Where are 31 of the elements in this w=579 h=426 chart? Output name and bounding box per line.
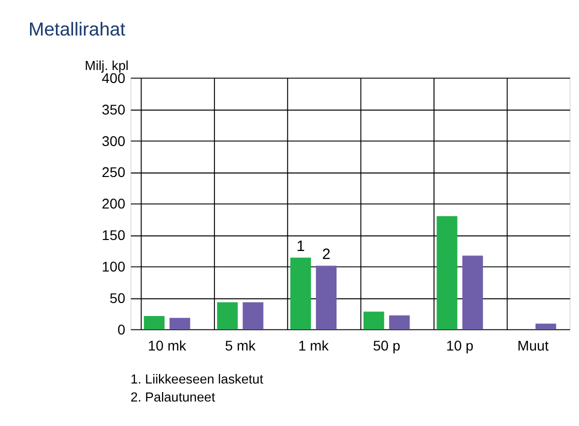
y-tick-label: 350: [102, 101, 126, 118]
y-tick-label: 50: [110, 290, 126, 306]
x-tick-label: 10 mk: [148, 337, 188, 354]
x-tick-label: Muut: [517, 337, 549, 354]
bar: [217, 302, 238, 330]
chart-title: Metallirahat: [28, 18, 126, 40]
y-tick-label: 250: [102, 164, 126, 180]
y-tick-label: 0: [117, 321, 126, 338]
bar: [242, 302, 264, 330]
text: 2. Palautuneet: [130, 390, 216, 404]
bar: [170, 318, 190, 330]
bar: [316, 266, 337, 330]
bar: [462, 256, 483, 330]
bar: [363, 312, 384, 330]
bar: [144, 316, 165, 330]
y-tick-label: 100: [102, 258, 126, 275]
bar: [536, 324, 556, 330]
x-tick-label: 5 mk: [224, 337, 256, 354]
bar: [436, 216, 458, 330]
x-tick-label: 10 p: [446, 337, 474, 354]
x-tick-label: 1 mk: [298, 337, 330, 354]
y-axis-title: Milj. kpl: [84, 58, 129, 74]
y-tick-label: 300: [102, 132, 126, 149]
bar: [389, 315, 410, 330]
text: 1. Liikkeeseen lasketut: [130, 372, 264, 387]
bar: [290, 258, 311, 330]
annotation: 1: [296, 238, 305, 255]
x-tick-label: 50 p: [372, 337, 400, 354]
annotation: 2: [322, 246, 330, 264]
y-tick-label: 200: [102, 196, 126, 212]
y-tick-label: 150: [102, 227, 126, 244]
